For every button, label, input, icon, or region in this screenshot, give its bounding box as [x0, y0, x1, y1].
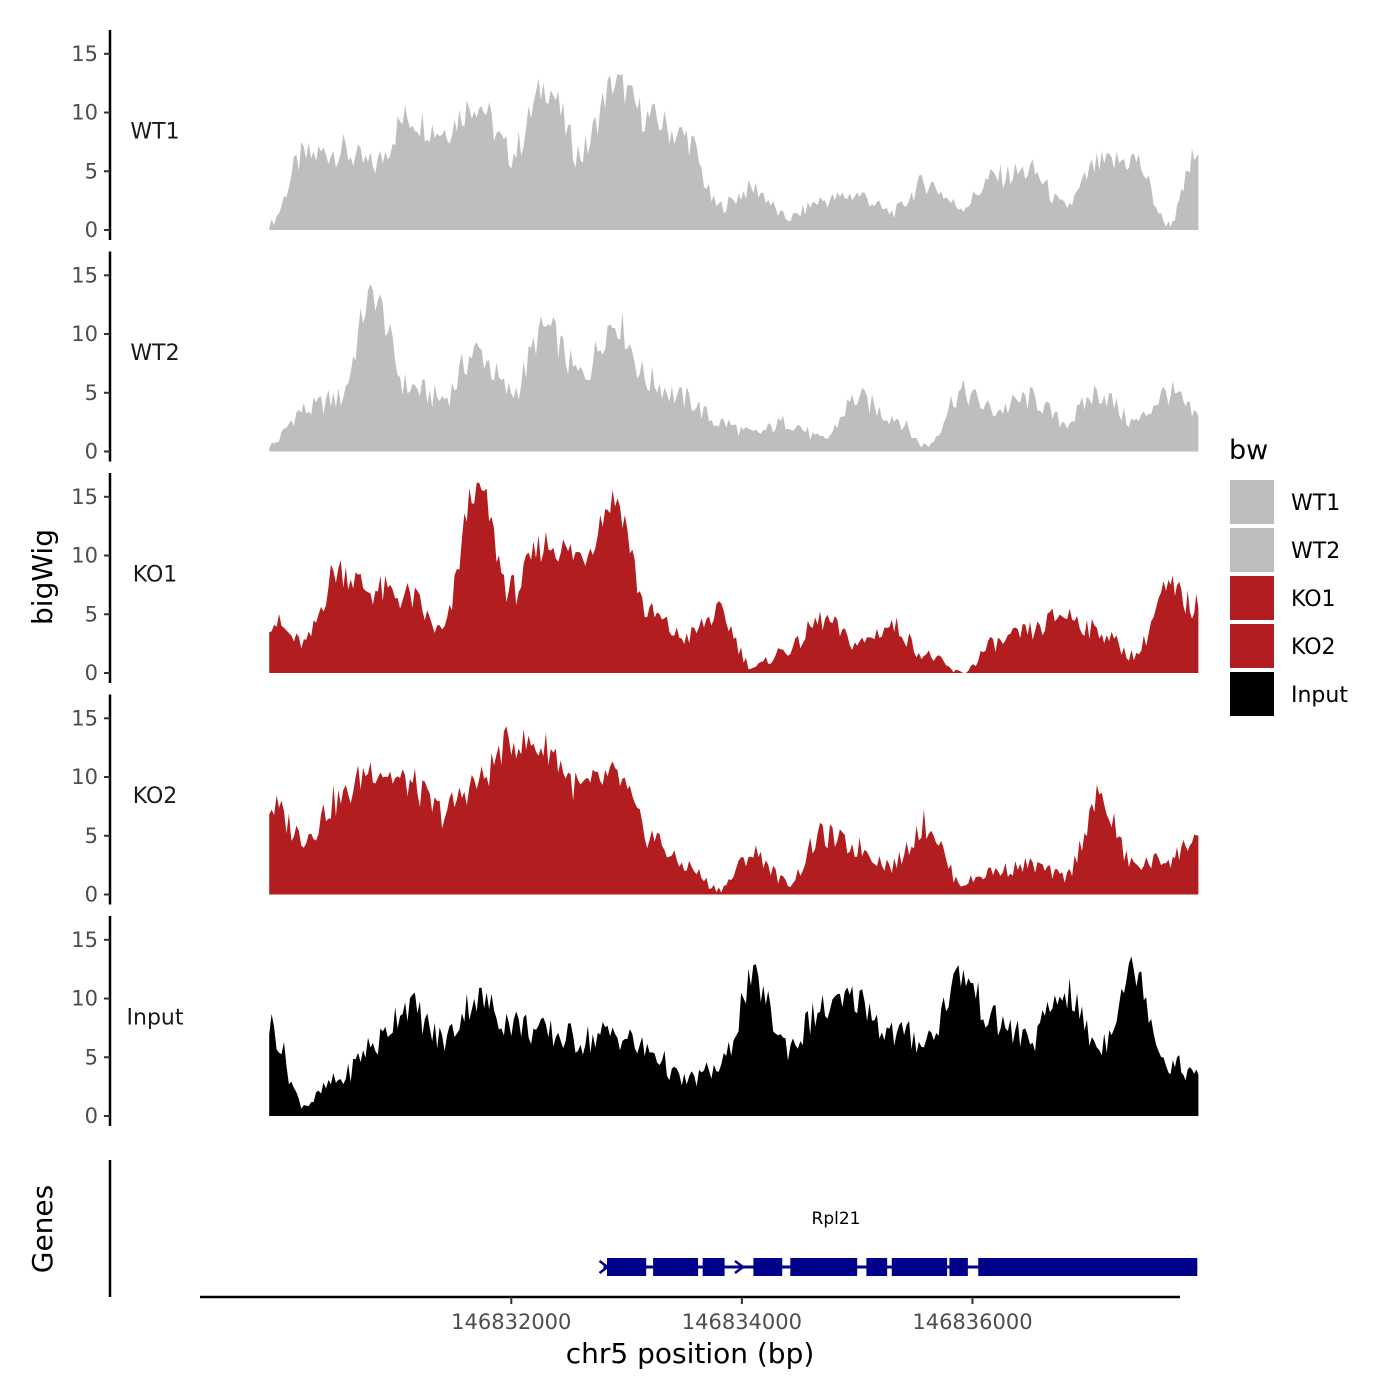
y-tick-label-ko1-0: 0 — [85, 661, 98, 685]
x-axis: 146832000 146834000 146836000 — [200, 1295, 1180, 1334]
y-tick-label-wt1-5: 5 — [85, 159, 98, 183]
track-label-ko2: KO2 — [133, 784, 178, 809]
coverage-area-ko1 — [269, 482, 1199, 673]
gene-exon-5 — [790, 1258, 858, 1276]
track-ko1: 0 5 10 15 KO1 — [71, 473, 1199, 685]
y-tick-label-ko1-15: 15 — [71, 485, 98, 509]
track-wt1: 0 5 10 15 WT1 — [71, 30, 1199, 242]
bigwig-tracks: 0 5 10 15 WT1 0 5 10 15 WT2 0 5 10 15 KO1 0 5 10 15 KO2 0 5 10… — [71, 30, 1199, 1128]
coverage-area-ko2 — [269, 726, 1199, 895]
coverage-area-wt2 — [269, 284, 1199, 452]
y-tick-label-wt2-10: 10 — [71, 322, 98, 346]
legend-label-ko1: KO1 — [1291, 587, 1336, 612]
legend-swatch-input — [1230, 672, 1274, 716]
x-tick-label-2: 146836000 — [912, 1310, 1032, 1334]
gene-exon-2 — [653, 1258, 699, 1276]
gene-exon-4 — [753, 1258, 783, 1276]
legend-label-input: Input — [1291, 683, 1348, 708]
track-label-input: Input — [127, 1005, 184, 1030]
x-tick-label-0: 146832000 — [451, 1310, 571, 1334]
x-tick-label-1: 146834000 — [682, 1310, 802, 1334]
strand-arrow-start — [598, 1260, 610, 1274]
y-tick-label-input-10: 10 — [71, 987, 98, 1011]
coverage-area-wt1 — [269, 73, 1199, 231]
y-tick-label-wt1-10: 10 — [71, 101, 98, 125]
legend-swatch-ko1 — [1230, 576, 1274, 620]
track-label-ko1: KO1 — [133, 562, 178, 587]
y-tick-label-wt1-15: 15 — [71, 42, 98, 66]
y-tick-label-ko1-10: 10 — [71, 544, 98, 568]
legend-label-wt2: WT2 — [1291, 539, 1340, 564]
legend-label-wt1: WT1 — [1291, 491, 1340, 516]
gene-track: Rpl21 — [108, 1160, 1198, 1297]
gene-exon-9 — [978, 1258, 1198, 1276]
track-label-wt2: WT2 — [130, 341, 179, 366]
gene-exon-1 — [606, 1258, 647, 1276]
y-tick-label-ko2-10: 10 — [71, 765, 98, 789]
y-tick-label-ko2-15: 15 — [71, 706, 98, 730]
legend-swatch-wt1 — [1230, 480, 1274, 524]
y-tick-label-wt2-0: 0 — [85, 440, 98, 464]
y-tick-label-input-5: 5 — [85, 1045, 98, 1069]
y-tick-label-ko2-5: 5 — [85, 824, 98, 848]
legend-swatch-ko2 — [1230, 624, 1274, 668]
track-input: 0 5 10 15 Input — [71, 916, 1199, 1128]
gene-exon-3 — [702, 1258, 725, 1276]
y-tick-label-ko1-5: 5 — [85, 602, 98, 626]
track-ko2: 0 5 10 15 KO2 — [71, 694, 1199, 907]
genes-axis-title: Genes — [26, 1185, 59, 1273]
y-tick-label-wt2-15: 15 — [71, 263, 98, 287]
legend-title: bw — [1229, 435, 1268, 466]
y-tick-label-wt2-5: 5 — [85, 381, 98, 405]
gene-exon-8 — [949, 1258, 968, 1276]
coverage-area-input — [269, 956, 1199, 1116]
x-axis-title: chr5 position (bp) — [566, 1337, 815, 1370]
gene-exon-7 — [891, 1258, 948, 1276]
y-tick-label-input-15: 15 — [71, 928, 98, 952]
legend-label-ko2: KO2 — [1291, 635, 1336, 660]
y-tick-label-input-0: 0 — [85, 1104, 98, 1128]
strand-arrow — [734, 1260, 746, 1274]
track-label-wt1: WT1 — [130, 119, 179, 144]
gene-label-rpl21: Rpl21 — [812, 1209, 861, 1229]
y-tick-label-ko2-0: 0 — [85, 883, 98, 907]
y-axis-title: bigWig — [26, 529, 59, 625]
legend-swatch-wt2 — [1230, 528, 1274, 572]
gene-exon-6 — [866, 1258, 888, 1276]
legend: bw WT1 WT2 KO1 KO2 Input — [1229, 435, 1348, 716]
track-wt2: 0 5 10 15 WT2 — [71, 251, 1199, 464]
y-tick-label-wt1-0: 0 — [85, 218, 98, 242]
